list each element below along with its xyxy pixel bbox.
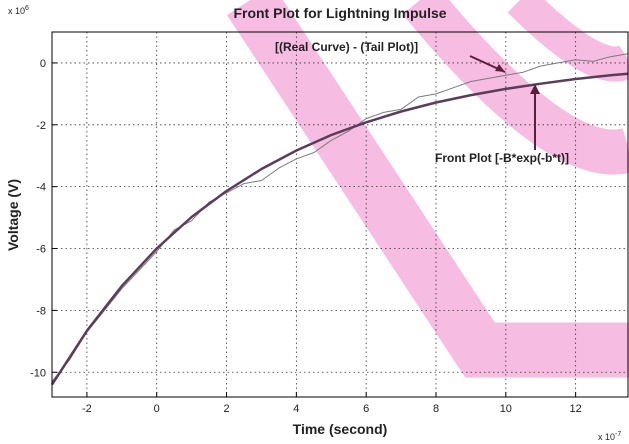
x-tick-label: 2 (223, 403, 229, 415)
watermark-band (402, 0, 629, 175)
x-tick-label: 10 (500, 403, 512, 415)
y-multiplier-base: x 10 (8, 6, 25, 16)
series-line (51, 53, 629, 382)
x-multiplier: x 10-7 (598, 431, 621, 442)
y-tick-label: -8 (36, 305, 46, 317)
series-line (50, 72, 629, 386)
x-multiplier-base: x 10 (598, 432, 615, 442)
plot-area: -10 -8 -6 -4 -2 0 -2 0 2 4 6 8 10 12 (30, 31, 629, 415)
y-tick-label: 0 (40, 58, 46, 70)
watermark-band (507, 0, 629, 82)
x-multiplier-exponent: -7 (615, 431, 621, 438)
y-multiplier: x 106 (8, 5, 29, 16)
y-multiplier-exponent: 6 (25, 5, 29, 12)
plot-frame (51, 31, 629, 398)
x-tick-label: 8 (433, 403, 439, 415)
y-tick-label: -10 (30, 367, 46, 379)
x-tick-label: 6 (363, 403, 369, 415)
chart-title: Front Plot for Lightning Impulse (233, 5, 446, 21)
y-tick-label: -4 (36, 182, 46, 194)
watermark-band (227, 0, 629, 378)
arrow-head (495, 64, 505, 72)
y-axis-label: Voltage (V) (5, 179, 21, 251)
annotation: Front Plot [-B*exp(-b*t)] (435, 151, 569, 165)
x-tick-label: 4 (293, 403, 299, 415)
x-tick-label: 0 (154, 403, 160, 415)
arrow-head (530, 84, 540, 94)
x-axis-label: Time (second) (293, 421, 388, 437)
x-tick-label: 12 (570, 403, 582, 415)
y-tick-label: -6 (36, 244, 46, 256)
watermark (227, 0, 629, 378)
annotation: [(Real Curve) - (Tail Plot)] (275, 40, 418, 54)
x-tick-label: -2 (82, 403, 92, 415)
y-tick-label: -2 (36, 120, 46, 132)
